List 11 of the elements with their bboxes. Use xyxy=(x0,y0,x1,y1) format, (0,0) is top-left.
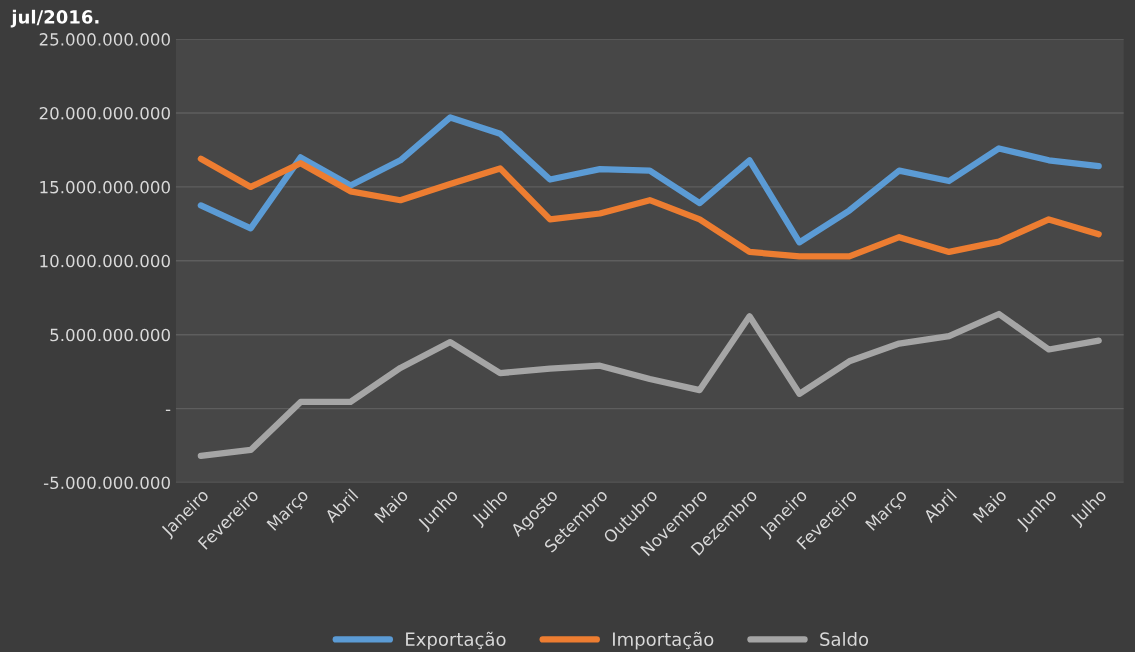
y-tick-label: 15.000.000.000 xyxy=(40,180,170,194)
y-tick-label: - xyxy=(165,409,171,412)
legend-label: Saldo xyxy=(820,632,869,647)
y-tick-label: 25.000.000.000 xyxy=(39,33,170,46)
legend-label: Importação xyxy=(613,631,714,650)
y-tick-label: 20.000.000.000 xyxy=(39,106,170,120)
y-tick-label: -5.000.000.000 xyxy=(43,476,170,490)
y-tick-label: 10.000.000.000 xyxy=(40,254,170,268)
y-tick-label: 5.000.000.000 xyxy=(50,328,170,342)
chart-title: jul/2016. xyxy=(10,9,99,28)
legend-label: Exportação xyxy=(406,631,506,650)
